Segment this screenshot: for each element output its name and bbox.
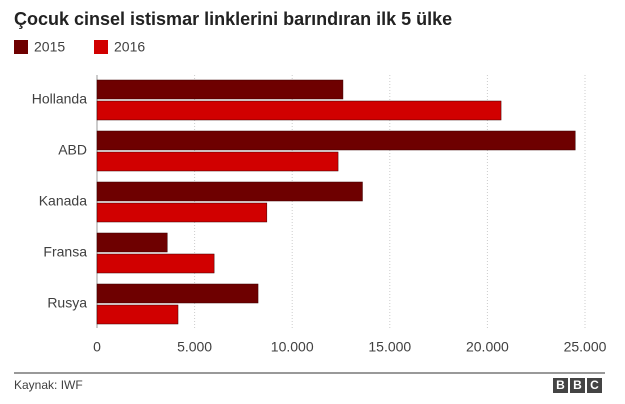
legend-label: 2015 — [34, 39, 65, 55]
x-tick-label: 25.000 — [564, 339, 607, 355]
bar — [96, 253, 215, 274]
legend-swatch — [94, 40, 108, 54]
logo-box — [587, 378, 602, 393]
logo-letter: B — [556, 378, 565, 392]
bar — [96, 283, 259, 304]
x-tick-label: 0 — [93, 339, 101, 355]
legend-label: 2016 — [114, 39, 145, 55]
chart-title: Çocuk cinsel istismar linklerini barındı… — [14, 9, 452, 29]
x-tick-label: 10.000 — [271, 339, 314, 355]
logo-letter: C — [590, 378, 599, 392]
bar — [96, 181, 363, 202]
source: Kaynak: IWF — [14, 378, 83, 392]
bar — [96, 232, 168, 253]
x-tick-label: 15.000 — [368, 339, 411, 355]
y-tick-label: Fransa — [43, 244, 87, 260]
bar — [96, 304, 179, 325]
legend-swatch — [14, 40, 28, 54]
y-tick-label: Hollanda — [32, 91, 87, 107]
logo-box — [570, 378, 585, 393]
bar — [96, 151, 339, 172]
y-tick-label: Kanada — [39, 193, 87, 209]
bar — [96, 202, 268, 223]
y-tick-label: Rusya — [47, 295, 87, 311]
logo-letter: B — [573, 378, 582, 392]
bar — [96, 130, 576, 151]
logo-box — [553, 378, 568, 393]
y-tick-label: ABD — [58, 142, 87, 158]
bar — [96, 79, 344, 100]
x-tick-label: 20.000 — [466, 339, 509, 355]
bar — [96, 100, 502, 121]
x-tick-label: 5.000 — [177, 339, 212, 355]
